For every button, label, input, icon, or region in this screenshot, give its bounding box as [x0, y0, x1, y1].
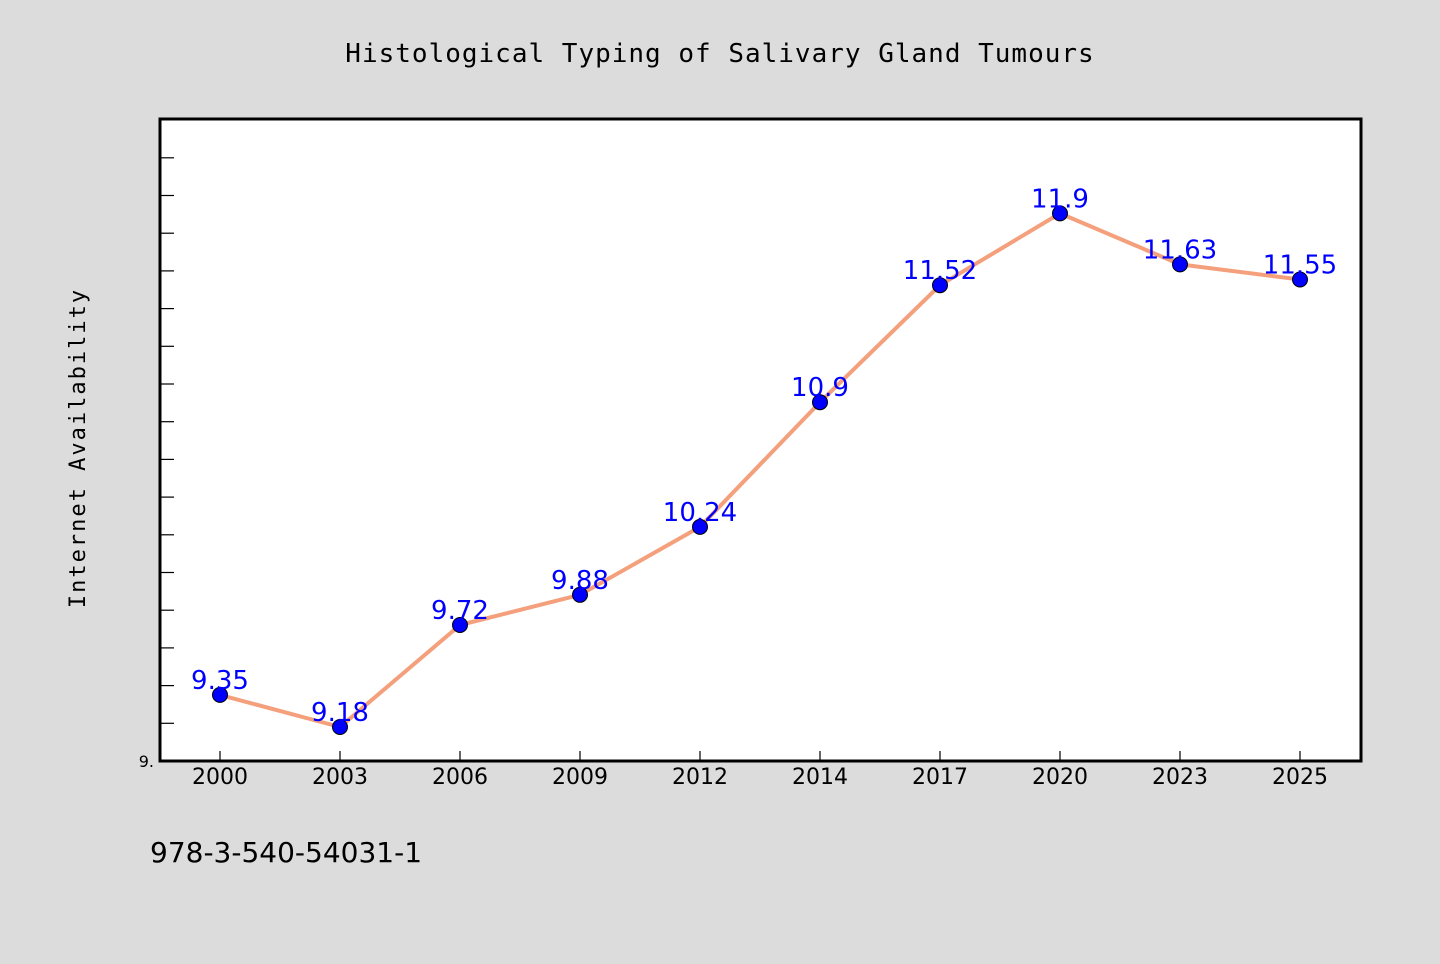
x-tick-label: 2012 [672, 765, 728, 790]
data-point [692, 518, 708, 535]
data-label: 10.9 [791, 373, 849, 403]
data-label: 11.63 [1143, 235, 1217, 265]
data-point [332, 719, 348, 735]
data-point [812, 394, 828, 411]
data-point [1292, 271, 1308, 288]
series-line [218, 211, 1302, 729]
x-tick-label: 2023 [1152, 765, 1208, 790]
data-label: 11.52 [903, 256, 977, 286]
data-label: 11.55 [1263, 251, 1337, 281]
data-label: 9.35 [191, 666, 249, 696]
chart-title: Histological Typing of Salivary Gland Tu… [345, 39, 1094, 69]
y-tick-label: 9. [139, 752, 154, 771]
x-tick-label: 2000 [192, 765, 248, 790]
plot-area [158, 117, 1363, 763]
x-tick-label: 2020 [1032, 765, 1088, 790]
data-point [932, 277, 948, 294]
footer-isbn: 978-3-540-54031-1 [150, 836, 422, 869]
data-labels: 9.35 9.18 9.72 9.88 10.24 10.9 11.52 11.9 11.63 1… [191, 184, 1337, 728]
data-point [572, 586, 588, 603]
data-label: 9.72 [431, 596, 489, 626]
data-label: 11.9 [1031, 184, 1089, 214]
x-tick-label: 2017 [912, 765, 968, 790]
x-axis-ticks: 2000 2003 2006 2009 2012 2014 2017 2020 2023 2025 [192, 751, 1328, 790]
x-tick-label: 2025 [1272, 765, 1328, 790]
x-tick-label: 2006 [432, 765, 488, 790]
y-axis-ticks: 9. [139, 157, 174, 771]
data-point [1052, 205, 1068, 222]
data-label: 9.18 [311, 698, 369, 728]
data-point [1172, 256, 1188, 273]
data-label: 9.88 [551, 566, 609, 596]
data-point [452, 617, 468, 633]
x-tick-label: 2014 [792, 765, 848, 790]
data-markers [212, 205, 1308, 735]
data-point [212, 686, 228, 703]
data-label: 10.24 [663, 498, 737, 528]
y-axis-label: Internet Availability [66, 288, 91, 608]
series-line-group [218, 211, 1302, 729]
x-tick-label: 2003 [312, 765, 368, 790]
x-tick-label: 2009 [552, 765, 608, 790]
